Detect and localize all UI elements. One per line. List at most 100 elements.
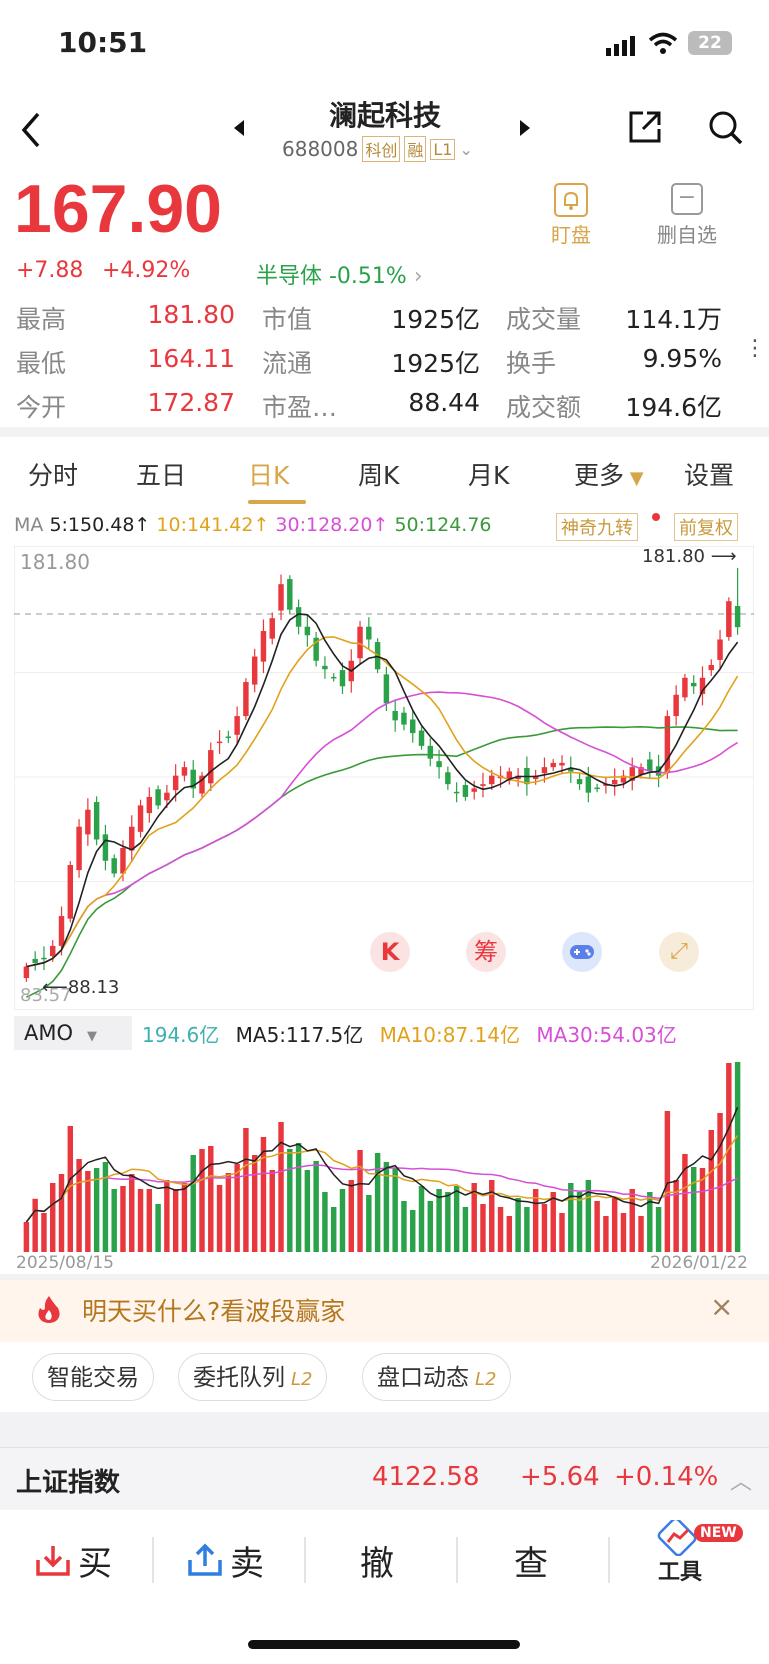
candle-body (682, 677, 688, 698)
gamepad-icon[interactable] (562, 932, 602, 972)
volume-chart[interactable] (14, 1052, 754, 1252)
candle-body (339, 670, 346, 687)
share-icon[interactable] (627, 109, 663, 149)
tab-fenshi[interactable]: 分时 (28, 461, 79, 490)
watch-button[interactable]: 盯盘 (545, 183, 597, 248)
stat-label: 今开 (16, 393, 67, 422)
expand-icon[interactable]: ⤢ (659, 932, 699, 972)
volume-bar (629, 1189, 635, 1252)
tab-daily-k[interactable]: 日K (248, 461, 290, 490)
candle-body (568, 768, 574, 772)
sell-label: 卖 (230, 1543, 264, 1584)
volume-bar (330, 1207, 337, 1252)
volume-bar (339, 1189, 346, 1252)
candle-body (225, 736, 232, 739)
volume-bar (401, 1201, 407, 1252)
chart-low-marker: ⟵88.13 (42, 977, 119, 998)
candle-body (85, 809, 91, 835)
volume-bar (445, 1192, 451, 1252)
volume-bar (515, 1198, 521, 1252)
buy-button[interactable]: 买 (34, 1532, 112, 1588)
magic-nine-tag[interactable]: 神奇九转 (556, 513, 638, 541)
candle-body (137, 805, 144, 832)
download-icon (36, 1546, 70, 1576)
volume-bar (146, 1189, 153, 1252)
volume-bar (699, 1168, 706, 1252)
adjust-tag[interactable]: 前复权 (674, 513, 738, 541)
order-book-button[interactable]: 盘口动态 L2 (362, 1353, 512, 1401)
back-icon[interactable] (18, 110, 44, 154)
candle-body (647, 759, 653, 772)
volume-bar (392, 1168, 398, 1252)
sell-button[interactable]: 卖 (186, 1532, 264, 1588)
stat-label: 成交额 (506, 393, 582, 422)
tab-five-day[interactable]: 五日 (136, 461, 187, 490)
candle-body (216, 741, 223, 744)
ma30-line (26, 691, 739, 968)
candle-body (190, 769, 196, 789)
query-button[interactable]: 查 (514, 1532, 548, 1588)
volume-bar (524, 1207, 530, 1252)
index-bar[interactable] (0, 1447, 769, 1510)
upload-icon (188, 1543, 222, 1576)
volume-bar (453, 1186, 460, 1252)
volume-bar (506, 1216, 513, 1252)
tab-monthly-k[interactable]: 月K (468, 461, 510, 490)
k-button[interactable]: K (370, 932, 410, 972)
volume-bar (611, 1198, 618, 1252)
next-stock-icon[interactable] (518, 118, 532, 142)
stat-value: 181.80 (147, 300, 235, 329)
ma50-value: 50:124.76 (394, 514, 492, 536)
date-end: 2026/01/22 (650, 1253, 748, 1273)
vol-ma30-line (25, 1164, 738, 1223)
chevron-down-icon[interactable]: ⌄ (459, 139, 473, 159)
amo-selector[interactable]: AMO ▼ (14, 1016, 132, 1050)
chevron-up-icon[interactable]: ︿ (730, 1470, 753, 1495)
current-price: 167.90 (14, 171, 222, 247)
candle-body (67, 865, 74, 919)
price-change: +7.88 (16, 258, 84, 283)
smart-trade-button[interactable]: 智能交易 (32, 1353, 154, 1401)
volume-bar (93, 1168, 100, 1252)
more-dots-icon[interactable]: ⋮ (744, 336, 766, 361)
chevron-right-icon: › (413, 264, 423, 289)
volume-bar (734, 1062, 741, 1252)
candle-body (172, 775, 179, 791)
volume-bar (410, 1210, 416, 1252)
tab-weekly-k[interactable]: 周K (358, 461, 400, 490)
volume-bar (576, 1192, 583, 1252)
candle-body (93, 802, 100, 840)
amo-value: 194.6亿 (142, 1023, 220, 1047)
candle-body (58, 916, 65, 946)
sector-link[interactable]: 半导体 -0.51% › (256, 258, 423, 290)
cancel-order-button[interactable]: 撤 (360, 1532, 394, 1588)
high-marker-value: 181.80 (642, 546, 705, 567)
volume-bar (603, 1216, 609, 1252)
volume-bar (164, 1180, 170, 1252)
prev-stock-icon[interactable] (232, 118, 246, 142)
promo-banner[interactable] (0, 1280, 769, 1342)
tools-button[interactable]: NEW 工具 (650, 1520, 743, 1590)
stock-name: 澜起科技 (328, 99, 441, 132)
chips-button[interactable]: 筹 (466, 932, 506, 972)
stat-label: 市值 (262, 305, 313, 334)
candle-body (304, 626, 311, 636)
candle-body (453, 791, 460, 794)
volume-bar (120, 1186, 126, 1252)
stat-label: 成交量 (506, 305, 582, 334)
close-icon[interactable]: × (710, 1290, 734, 1323)
candle-body (243, 682, 249, 717)
ma5-line (26, 613, 739, 968)
kline-chart[interactable] (14, 546, 754, 1010)
stat-label: 换手 (506, 349, 557, 378)
stat-value: 1925亿 (391, 349, 480, 378)
order-queue-button[interactable]: 委托队列 L2 (178, 1353, 328, 1401)
tab-more[interactable]: 更多 ▼ (574, 456, 644, 492)
remove-watchlist-button[interactable]: − 删自选 (651, 183, 723, 248)
tab-settings[interactable]: 设置 (684, 461, 735, 490)
status-time: 10:51 (58, 26, 148, 59)
header (0, 85, 769, 165)
search-icon[interactable] (707, 109, 745, 151)
candle-body (690, 682, 697, 687)
candle-body (278, 584, 284, 611)
